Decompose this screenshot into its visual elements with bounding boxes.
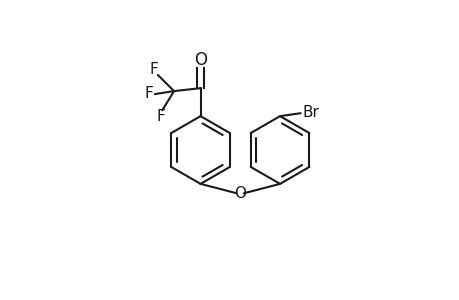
Text: F: F <box>144 86 153 101</box>
Text: F: F <box>149 62 157 77</box>
Text: O: O <box>194 51 207 69</box>
Text: O: O <box>234 186 246 201</box>
Text: Br: Br <box>302 105 319 120</box>
Text: F: F <box>156 109 165 124</box>
